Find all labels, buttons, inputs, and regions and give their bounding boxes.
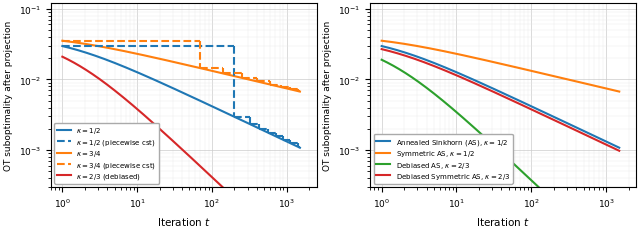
$\kappa = 3/4$ (58, 40, 66, 43)
$\kappa = 1/2$ (58, 46, 66, 48)
Annealed Sinkhorn (AS), $\kappa = 1/2$ (541, 112, 548, 115)
$\kappa = 1/2$ (244, 122, 252, 125)
Annealed Sinkhorn (AS), $\kappa = 1/2$ (563, 122, 571, 125)
$\kappa = 1/2$ (248, 124, 256, 127)
X-axis label: Iteration $t$: Iteration $t$ (476, 215, 530, 227)
Line: $\kappa = 2/3$ (debiased): $\kappa = 2/3$ (debiased) (62, 58, 300, 231)
$\kappa = 2/3$ (debiased) (221, 189, 229, 191)
$\kappa = 2/3$ (debiased) (58, 56, 66, 59)
$\kappa = 1/2$ (163, 85, 171, 88)
Debiased AS, $\kappa = 2/3$ (378, 59, 385, 62)
$\kappa = 2/3$ (debiased) (83, 70, 90, 72)
$\kappa = 1/2$ (83, 52, 90, 55)
$\kappa = 1/2$ (155, 81, 163, 84)
Line: Annealed Sinkhorn (AS), $\kappa = 1/2$: Annealed Sinkhorn (AS), $\kappa = 1/2$ (381, 47, 620, 148)
Debiased AS, $\kappa = 2/3$ (483, 138, 490, 140)
Debiased Symmetric AS, $\kappa = 2/3$ (402, 55, 410, 58)
$\kappa = 2/3$ (debiased) (248, 213, 256, 216)
Line: Debiased Symmetric AS, $\kappa = 2/3$: Debiased Symmetric AS, $\kappa = 2/3$ (381, 50, 620, 151)
$\kappa = 3/4$ (163, 60, 171, 63)
$\kappa = 3/4$ (296, 91, 304, 94)
Debiased Symmetric AS, $\kappa = 2/3$ (378, 49, 385, 51)
Symmetric AS, $\kappa = 1/2$ (616, 91, 623, 94)
Line: $\kappa = 1/2$: $\kappa = 1/2$ (62, 47, 300, 148)
Debiased Symmetric AS, $\kappa = 2/3$ (541, 115, 548, 118)
$\kappa = 2/3$ (debiased) (163, 134, 171, 137)
Annealed Sinkhorn (AS), $\kappa = 1/2$ (378, 46, 385, 48)
Debiased AS, $\kappa = 2/3$ (563, 212, 571, 215)
$\kappa = 1/2$ (296, 147, 304, 149)
Debiased AS, $\kappa = 2/3$ (474, 130, 481, 133)
Line: Symmetric AS, $\kappa = 1/2$: Symmetric AS, $\kappa = 1/2$ (381, 42, 620, 92)
Annealed Sinkhorn (AS), $\kappa = 1/2$ (483, 85, 490, 88)
Annealed Sinkhorn (AS), $\kappa = 1/2$ (402, 52, 410, 55)
Annealed Sinkhorn (AS), $\kappa = 1/2$ (567, 124, 575, 127)
Debiased AS, $\kappa = 2/3$ (402, 73, 410, 75)
Line: $\kappa = 3/4$: $\kappa = 3/4$ (62, 42, 300, 92)
Symmetric AS, $\kappa = 1/2$ (378, 40, 385, 43)
$\kappa = 2/3$ (debiased) (244, 209, 252, 212)
Annealed Sinkhorn (AS), $\kappa = 1/2$ (474, 81, 481, 84)
Symmetric AS, $\kappa = 1/2$ (567, 79, 575, 82)
Symmetric AS, $\kappa = 1/2$ (483, 60, 490, 63)
Y-axis label: OT suboptimality after projection: OT suboptimality after projection (323, 21, 332, 170)
$\kappa = 2/3$ (debiased) (155, 127, 163, 130)
$\kappa = 3/4$ (248, 79, 256, 82)
X-axis label: Iteration $t$: Iteration $t$ (157, 215, 211, 227)
Debiased Symmetric AS, $\kappa = 2/3$ (567, 127, 575, 130)
Debiased Symmetric AS, $\kappa = 2/3$ (563, 125, 571, 128)
Y-axis label: OT suboptimality after projection: OT suboptimality after projection (4, 21, 13, 170)
$\kappa = 3/4$ (221, 73, 229, 76)
$\kappa = 3/4$ (244, 79, 252, 81)
Debiased Symmetric AS, $\kappa = 2/3$ (483, 88, 490, 91)
Annealed Sinkhorn (AS), $\kappa = 1/2$ (616, 147, 623, 149)
$\kappa = 1/2$ (221, 112, 229, 115)
Symmetric AS, $\kappa = 1/2$ (563, 79, 571, 81)
Debiased AS, $\kappa = 2/3$ (541, 192, 548, 195)
$\kappa = 3/4$ (83, 43, 90, 46)
Symmetric AS, $\kappa = 1/2$ (402, 43, 410, 46)
Debiased Symmetric AS, $\kappa = 2/3$ (474, 84, 481, 87)
Line: Debiased AS, $\kappa = 2/3$: Debiased AS, $\kappa = 2/3$ (381, 61, 620, 231)
$\kappa = 3/4$ (155, 58, 163, 61)
Symmetric AS, $\kappa = 1/2$ (474, 58, 481, 61)
Debiased Symmetric AS, $\kappa = 2/3$ (616, 150, 623, 152)
Legend: $\kappa = 1/2$, $\kappa = 1/2$ (piecewise cst), $\kappa = 3/4$, $\kappa = 3/4$ (: $\kappa = 1/2$, $\kappa = 1/2$ (piecewis… (54, 123, 159, 184)
Debiased AS, $\kappa = 2/3$ (567, 216, 575, 219)
Symmetric AS, $\kappa = 1/2$ (541, 73, 548, 76)
Legend: Annealed Sinkhorn (AS), $\kappa = 1/2$, Symmetric AS, $\kappa = 1/2$, Debiased A: Annealed Sinkhorn (AS), $\kappa = 1/2$, … (374, 134, 513, 184)
